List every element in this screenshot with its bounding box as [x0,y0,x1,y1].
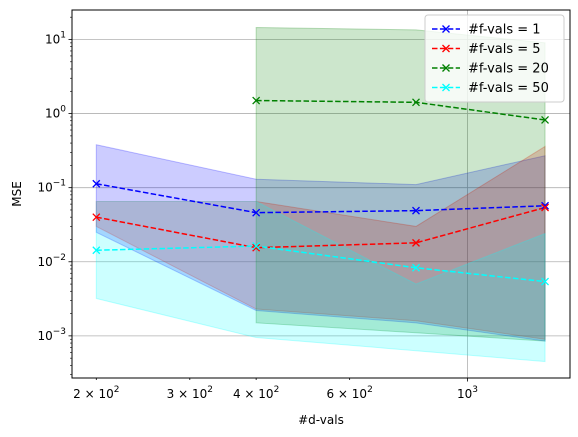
data-point [541,201,550,210]
confidence-bands [95,27,546,363]
marker-stroke [92,179,101,188]
data-point [541,277,550,286]
legend-box [424,14,565,103]
legend-marker [442,83,450,92]
y-tick-exponent: 1 [60,30,66,40]
x-tick-mantissa: 3 [167,387,175,401]
data-point [252,96,261,105]
y-tick-base: 10 [37,329,52,343]
marker-stroke [252,208,261,217]
y-tick-base: 10 [37,181,52,195]
marker-stroke [92,246,101,255]
legend-marker [442,44,450,53]
marker-stroke [252,96,261,105]
legend: #f-vals = 1 #f-vals = 5 #f-vals = 20 #f-val… [424,14,565,103]
y-tick-exponent: −3 [53,327,66,337]
x-axis-label: #d-vals [298,413,344,427]
plot-frame [71,9,571,379]
data-point [412,263,420,272]
marker-stroke [412,206,420,215]
marker-stroke [541,203,550,212]
marker-stroke [412,238,420,247]
data-point [252,243,261,252]
legend-marker [442,25,450,33]
x-tick-times: × [241,387,259,401]
x-tick-base: 10 [258,387,273,401]
series-line [96,183,546,214]
y-tick-base: 10 [37,255,52,269]
y-tick-label: 10−3 [37,327,66,343]
x-tick-base: 10 [457,387,472,401]
marker-stroke [92,213,101,222]
x-tick-exponent: 2 [274,385,280,395]
y-tick-exponent: 0 [60,105,66,115]
x-tick-times: × [334,387,352,401]
marker-stroke [541,201,550,210]
y-tick-base: 10 [45,107,60,121]
marker-stroke [541,116,550,124]
data-point [92,179,101,188]
confidence-band [95,145,546,340]
marker-stroke [252,243,261,252]
x-tick-label: 103 [457,385,478,401]
data-point [412,238,420,247]
data-point [252,208,261,217]
x-tick-exponent: 2 [114,385,120,395]
legend-label: #f-vals = 5 [468,42,541,57]
legend-label: #f-vals = 1 [468,23,541,38]
x-tick-times: × [174,387,192,401]
x-tick-base: 10 [98,387,113,401]
y-tick-label: 10−2 [37,253,66,269]
y-tick-label: 101 [45,30,66,46]
x-tick-exponent: 2 [207,385,213,395]
marker-stroke [412,263,420,272]
confidence-band [95,201,546,363]
legend-label: #f-vals = 50 [468,81,549,96]
confidence-band [255,27,546,342]
x-tick-label: 6 × 102 [326,385,372,401]
data-point [252,242,261,251]
x-tick-base: 10 [192,387,207,401]
marker-stroke [541,277,550,286]
x-tick-label: 3 × 102 [167,385,213,401]
x-tick-label: 4 × 102 [233,385,279,401]
x-tick-mantissa: 2 [73,387,81,401]
data-point [412,98,420,107]
x-tick-base: 10 [352,387,367,401]
y-tick-exponent: −1 [53,179,66,189]
x-tick-times: × [81,387,99,401]
y-tick-label: 100 [45,105,66,121]
legend-entry: #f-vals = 50 [432,81,549,96]
series-markers [92,96,550,286]
y-tick-base: 10 [45,32,60,46]
confidence-band [95,144,546,342]
x-tick-mantissa: 4 [233,387,241,401]
data-point [92,213,101,222]
legend-entry: #f-vals = 20 [432,62,549,77]
legend-entry: #f-vals = 1 [432,23,541,38]
marker-stroke [412,98,420,107]
marker-stroke [252,242,261,251]
y-axis-label: MSE [10,181,24,207]
x-tick-exponent: 2 [367,385,373,395]
data-point [541,203,550,212]
x-tick-mantissa: 6 [326,387,334,401]
axis-ticks: 2 × 102 3 × 102 4 × 102 6 × 102 10310−310−21… [37,16,478,401]
legend-label: #f-vals = 20 [468,62,549,77]
x-tick-label: 2 × 102 [73,385,119,401]
x-tick-exponent: 3 [472,385,478,395]
data-point [92,246,101,255]
y-tick-exponent: −2 [53,253,66,263]
series-line [96,206,546,249]
legend-marker [442,64,450,72]
data-point [541,116,550,124]
legend-entry: #f-vals = 5 [432,42,541,57]
data-point [412,206,420,215]
y-tick-label: 10−1 [37,179,66,195]
series-line [96,245,546,283]
